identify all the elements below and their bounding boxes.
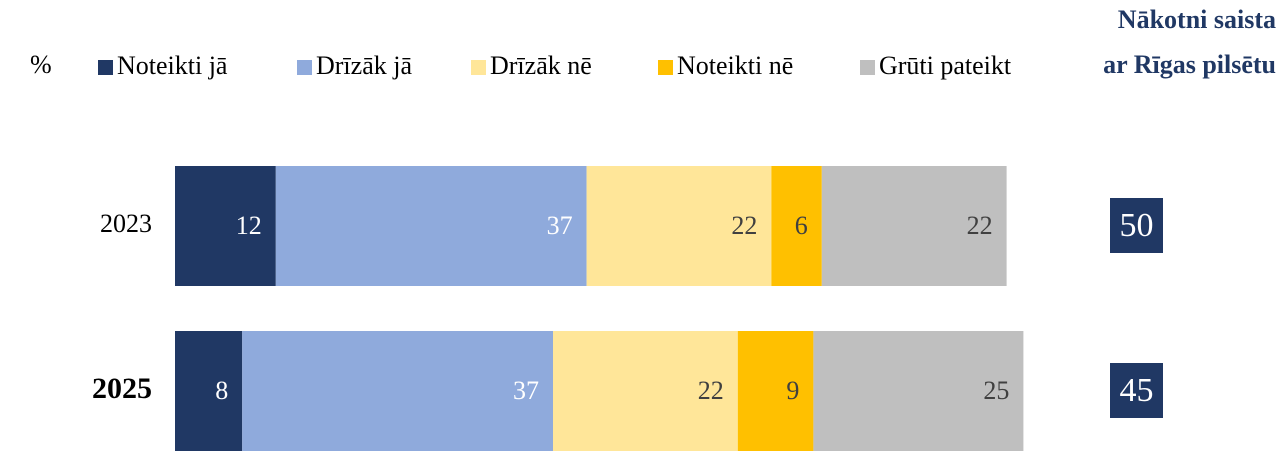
side-box [1110,363,1163,418]
side-value: 50 [1120,207,1154,244]
legend-label: Noteikti jā [117,51,228,80]
category-label: 2023 [100,209,152,238]
data-label: 22 [698,376,724,405]
bar-segment [175,166,276,286]
legend-label: Drīzāk jā [316,51,412,80]
bar-segment [586,166,772,286]
bar-segment [813,331,1024,451]
data-label: 8 [215,376,228,405]
bar-segment [821,166,1007,286]
side-title: ar Rīgas pilsētu [1103,50,1276,79]
data-label: 37 [513,376,539,405]
data-label: 25 [983,376,1009,405]
bar-segment [771,166,822,286]
bar-segment [737,331,814,451]
unit-label: % [30,50,52,79]
data-label: 9 [786,376,799,405]
data-label: 37 [547,211,573,240]
side-box [1110,198,1163,253]
legend-swatch [471,60,486,75]
bar-segment [553,331,738,451]
legend-swatch [860,60,875,75]
legend-swatch [98,60,113,75]
legend-swatch [297,60,312,75]
legend-label: Drīzāk nē [490,51,592,80]
bar-segment [175,331,243,451]
data-label: 6 [795,211,808,240]
data-label: 22 [967,211,993,240]
bar-segment [242,331,553,451]
legend-label: Noteikti nē [677,51,793,80]
legend-swatch [658,60,673,75]
data-label: 12 [236,211,262,240]
data-label: 22 [731,211,757,240]
bar-segment [275,166,587,286]
side-value: 45 [1120,372,1154,409]
side-title: Nākotni saista [1118,5,1276,34]
category-label: 2025 [92,372,152,405]
legend-label: Grūti pateikt [879,51,1012,80]
